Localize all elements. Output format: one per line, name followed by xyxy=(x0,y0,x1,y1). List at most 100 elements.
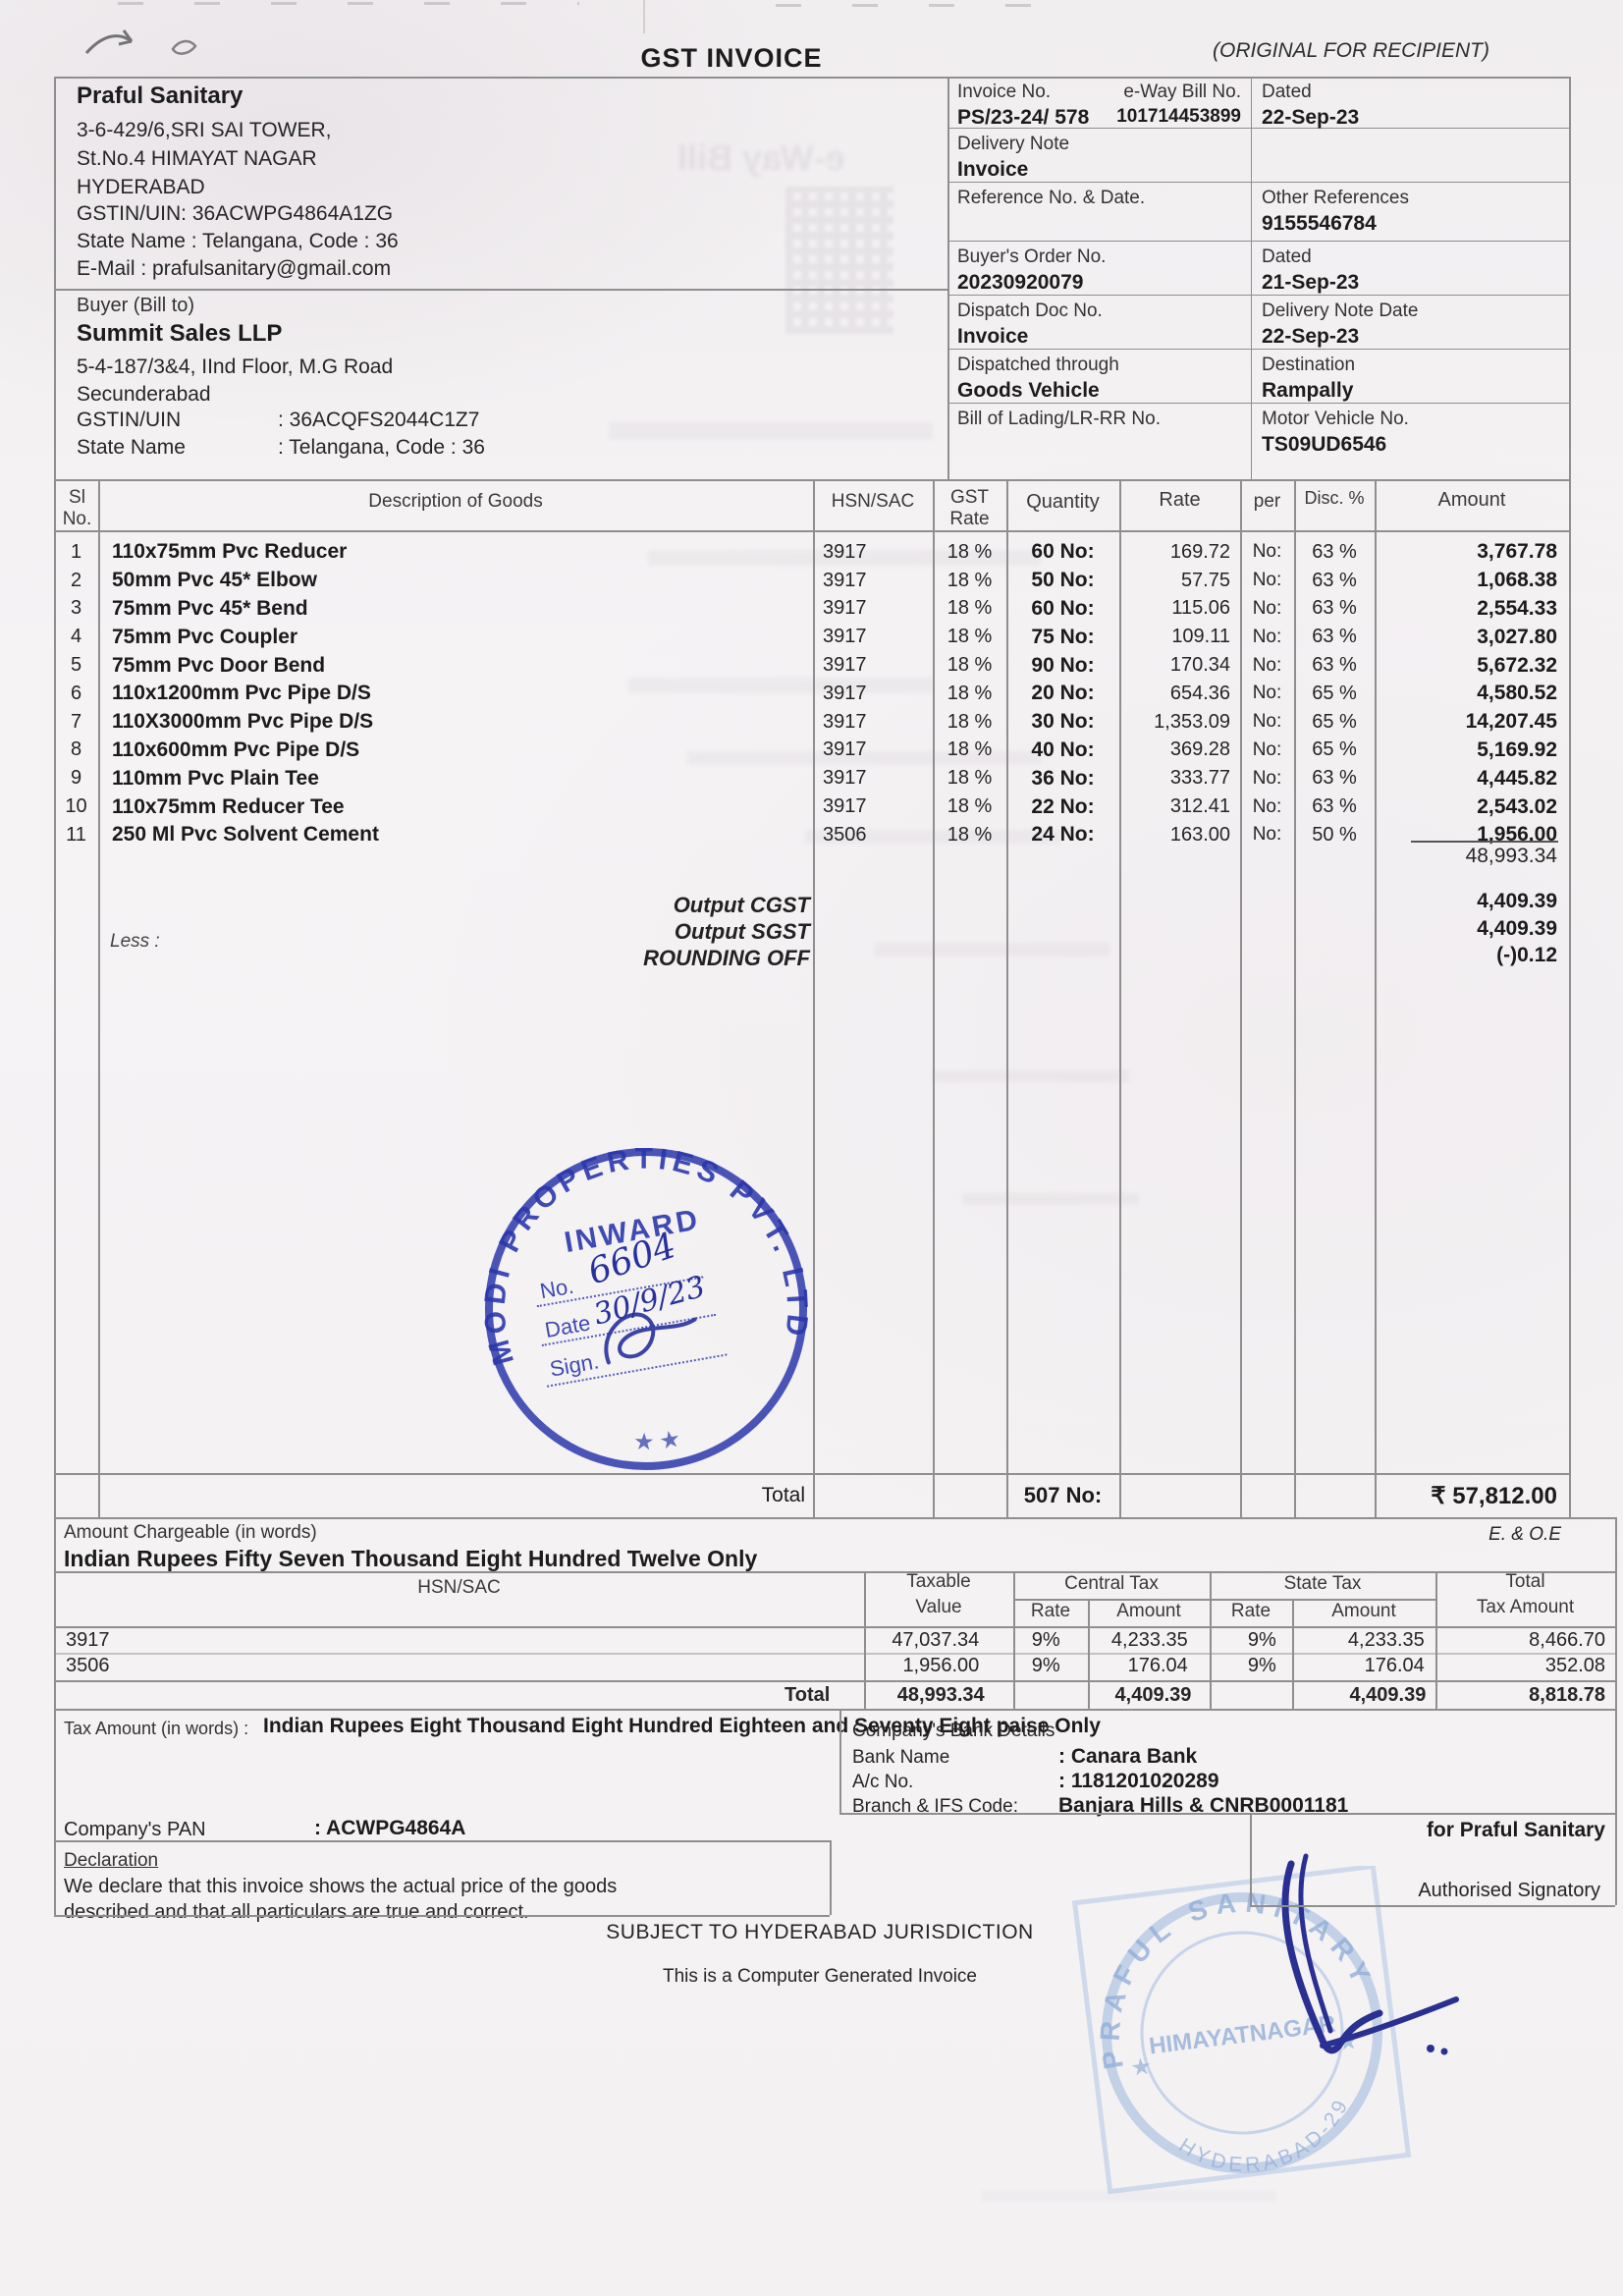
grid-line xyxy=(1013,1599,1435,1601)
tax-central-amount: 176.04 xyxy=(1127,1654,1188,1676)
meta-value-2: 101714453899 xyxy=(1116,106,1241,127)
seller-address-line: St.No.4 HIMAYAT NAGAR xyxy=(77,147,317,170)
item-amount: 14,207.45 xyxy=(1465,710,1557,734)
buyer-gstin: GSTIN/UIN : 36ACQFS2044C1Z7 xyxy=(77,409,479,432)
grid-line xyxy=(1294,479,1296,1517)
bleed-through-bar xyxy=(687,751,1041,765)
tax-taxable-value: 1,956.00 xyxy=(902,1654,980,1676)
item-hsn: 3917 xyxy=(823,710,867,733)
grid-line xyxy=(54,1915,830,1917)
item-sl: 2 xyxy=(70,569,82,591)
item-amount: 3,027.80 xyxy=(1477,625,1557,648)
item-gst-rate: 18 % xyxy=(947,569,993,591)
meta-value: TS09UD6546 xyxy=(1262,433,1387,456)
col-header-hsn: HSN/SAC xyxy=(831,491,915,512)
item-row: 9 110mm Pvc Plain Tee 3917 18 % 36 No: 3… xyxy=(54,764,1569,793)
subtotal-rule xyxy=(1411,841,1558,843)
meta-row: Bill of Lading/LR-RR No. Motor Vehicle N… xyxy=(947,404,1569,479)
scan-edge-dashes xyxy=(776,4,1080,7)
tax-words-value: Indian Rupees Eight Thousand Eight Hundr… xyxy=(263,1715,1101,1737)
meta-label: Delivery Note xyxy=(957,134,1070,154)
meta-cell-right: Other References 9155546784 xyxy=(1252,183,1569,241)
grid-line xyxy=(1210,1571,1212,1709)
item-per: No: xyxy=(1252,541,1282,563)
item-amount: 3,767.78 xyxy=(1477,540,1557,564)
tax-row: 3917 47,037.34 9% 4,233.35 9% 4,233.35 8… xyxy=(54,1627,1615,1653)
meta-cell-right: Delivery Note Date 22-Sep-23 xyxy=(1252,296,1569,349)
item-description: 110x600mm Pvc Pipe D/S xyxy=(112,738,360,761)
item-quantity: 75 No: xyxy=(1031,625,1095,648)
meta-value: 21-Sep-23 xyxy=(1262,271,1360,294)
item-description: 110x1200mm Pvc Pipe D/S xyxy=(112,682,371,705)
meta-row: Delivery Note Invoice xyxy=(947,129,1569,183)
item-discount: 50 % xyxy=(1312,823,1357,846)
meta-cell-left: Buyer's Order No. 20230920079 xyxy=(947,242,1252,295)
grid-line xyxy=(54,1473,1569,1475)
meta-cell-left: Dispatched through Goods Vehicle xyxy=(947,350,1252,403)
item-sl: 11 xyxy=(66,823,86,846)
grid-line xyxy=(54,77,1569,79)
meta-cell-left: Invoice No. e-Way Bill No. PS/23-24/ 578 1… xyxy=(947,77,1252,129)
item-gst-rate: 18 % xyxy=(947,710,993,733)
item-rate: 109.11 xyxy=(1171,626,1230,648)
seller-email-label: E-Mail : xyxy=(77,257,147,280)
meta-label: Dispatched through xyxy=(957,355,1119,375)
seller-email-value: prafulsanitary@gmail.com xyxy=(152,257,392,280)
item-amount: 1,956.00 xyxy=(1477,823,1557,847)
items-total-row: Total 507 No: ₹ 57,812.00 xyxy=(54,1475,1569,1516)
item-description: 75mm Pvc 45* Bend xyxy=(112,596,308,620)
item-row: 2 50mm Pvc 45* Elbow 3917 18 % 50 No: 57… xyxy=(54,567,1569,595)
item-rate: 169.72 xyxy=(1169,540,1230,563)
bleed-through-bar xyxy=(962,1193,1139,1205)
meta-label: Motor Vehicle No. xyxy=(1262,409,1409,429)
tax-hsn: 3506 xyxy=(66,1654,110,1676)
tax-state-rate: 9% xyxy=(1247,1628,1276,1651)
item-discount: 65 % xyxy=(1312,710,1357,733)
item-row: 8 110x600mm Pvc Pipe D/S 3917 18 % 40 No… xyxy=(54,737,1569,765)
total-label: Total xyxy=(761,1484,805,1506)
scan-edge-dashes xyxy=(118,2,579,5)
item-per: No: xyxy=(1252,711,1282,733)
bank-branch-label: Branch & IFS Code: xyxy=(852,1796,1018,1817)
tax-state-amount: 176.04 xyxy=(1364,1654,1425,1676)
pan-label: Company's PAN xyxy=(64,1819,206,1840)
bank-name-value: : Canara Bank xyxy=(1058,1745,1198,1768)
item-description: 75mm Pvc Door Bend xyxy=(112,653,326,677)
pen-mark xyxy=(84,29,197,55)
seller-address-line: 3-6-429/6,SRI SAI TOWER, xyxy=(77,119,332,141)
meta-label: Dispatch Doc No. xyxy=(957,301,1103,321)
item-sl: 4 xyxy=(70,626,82,648)
tax-col-central-amount: Amount xyxy=(1116,1601,1181,1621)
item-per: No: xyxy=(1252,654,1282,676)
buyer-name: Summit Sales LLP xyxy=(77,320,283,347)
item-hsn: 3917 xyxy=(823,597,867,620)
pan-value: : ACWPG4864A xyxy=(314,1817,466,1839)
item-gst-rate: 18 % xyxy=(947,626,993,648)
item-hsn: 3917 xyxy=(823,738,867,761)
item-discount: 65 % xyxy=(1312,738,1357,761)
item-amount: 5,169.92 xyxy=(1477,738,1557,761)
seller-state-value: Telangana, Code : 36 xyxy=(202,230,399,252)
bleed-through-bar xyxy=(609,422,933,440)
item-discount: 65 % xyxy=(1312,682,1357,704)
item-per: No: xyxy=(1252,824,1282,846)
item-discount: 63 % xyxy=(1312,767,1357,790)
item-rate: 115.06 xyxy=(1171,597,1230,620)
grid-line xyxy=(1250,1905,1615,1907)
item-gst-rate: 18 % xyxy=(947,823,993,846)
grid-line xyxy=(54,1517,1615,1519)
meta-value: Goods Vehicle xyxy=(957,379,1100,402)
meta-label: Dated xyxy=(1262,82,1312,102)
col-header-gst-2: Rate xyxy=(949,509,990,529)
meta-row: Buyer's Order No. 20230920079 Dated 21-S… xyxy=(947,242,1569,296)
buyer-address: 5-4-187/3&4, IInd Floor, M.G Road Secunde… xyxy=(77,354,393,409)
amount-words-label: Amount Chargeable (in words) xyxy=(64,1522,317,1543)
meta-value: Invoice xyxy=(957,325,1029,348)
bleed-through-bar xyxy=(648,550,1041,566)
item-rate: 1,353.09 xyxy=(1154,710,1230,733)
item-description: 50mm Pvc 45* Elbow xyxy=(112,569,317,592)
grid-line xyxy=(839,1709,841,1813)
bank-section-label: Company's Bank Details xyxy=(852,1721,1055,1741)
seller-stamp-star-left: ★ xyxy=(1129,2053,1154,2082)
